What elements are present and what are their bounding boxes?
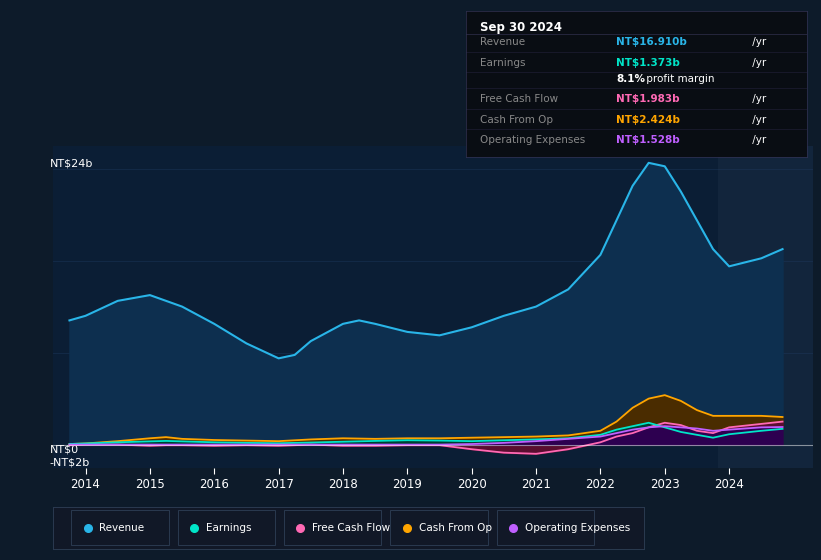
Text: /yr: /yr xyxy=(749,135,766,145)
Text: NT$1.983b: NT$1.983b xyxy=(617,94,680,104)
Text: Operating Expenses: Operating Expenses xyxy=(525,523,631,533)
Text: Earnings: Earnings xyxy=(206,523,251,533)
Text: Sep 30 2024: Sep 30 2024 xyxy=(480,21,562,34)
Text: /yr: /yr xyxy=(749,58,766,68)
Text: /yr: /yr xyxy=(749,94,766,104)
Text: Cash From Op: Cash From Op xyxy=(480,115,553,124)
Text: NT$0: NT$0 xyxy=(49,445,79,455)
Text: NT$1.373b: NT$1.373b xyxy=(617,58,680,68)
Text: Revenue: Revenue xyxy=(99,523,144,533)
Text: /yr: /yr xyxy=(749,115,766,124)
Text: /yr: /yr xyxy=(749,38,766,48)
Text: Revenue: Revenue xyxy=(480,38,525,48)
Text: NT$24b: NT$24b xyxy=(49,158,93,169)
Bar xyxy=(718,146,813,468)
Text: Free Cash Flow: Free Cash Flow xyxy=(480,94,558,104)
Text: 8.1%: 8.1% xyxy=(617,74,645,84)
Text: Cash From Op: Cash From Op xyxy=(419,523,492,533)
Text: profit margin: profit margin xyxy=(644,74,715,84)
Text: NT$1.528b: NT$1.528b xyxy=(617,135,680,145)
Text: Earnings: Earnings xyxy=(480,58,525,68)
Text: NT$16.910b: NT$16.910b xyxy=(617,38,687,48)
Text: Free Cash Flow: Free Cash Flow xyxy=(312,523,391,533)
Text: NT$2.424b: NT$2.424b xyxy=(617,115,681,124)
Text: Operating Expenses: Operating Expenses xyxy=(480,135,585,145)
Text: -NT$2b: -NT$2b xyxy=(49,458,89,468)
